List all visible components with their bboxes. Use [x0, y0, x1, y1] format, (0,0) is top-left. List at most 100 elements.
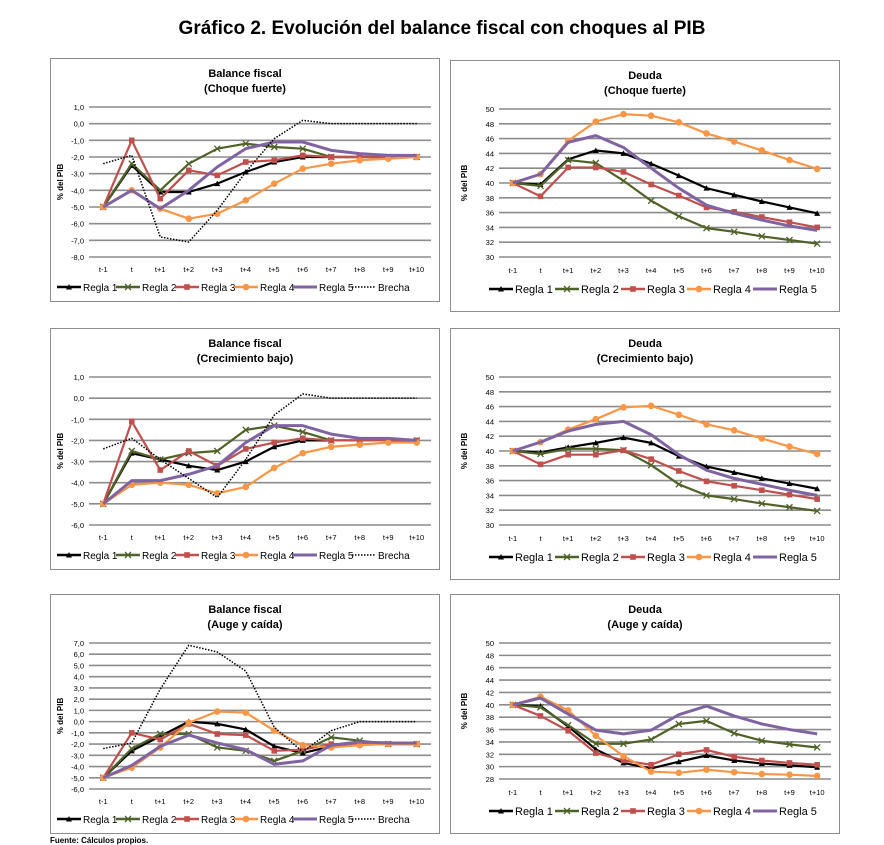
- figure-title: Gráfico 2. Evolución del balance fiscal …: [178, 18, 706, 39]
- data-point: [128, 137, 135, 144]
- y-tick-label: -1,0: [71, 415, 84, 424]
- data-point: [675, 411, 683, 419]
- y-tick-label: 4,0: [74, 673, 84, 682]
- x-tick-label: t+10: [810, 788, 825, 797]
- y-tick-label: 42: [486, 432, 494, 441]
- y-tick-label: -8,0: [71, 253, 84, 262]
- data-point: [675, 769, 683, 777]
- data-point: [813, 240, 821, 248]
- legend-marker: [242, 283, 250, 291]
- y-axis-label: % del PIB: [56, 433, 65, 470]
- legend-marker: [124, 283, 132, 291]
- data-point: [703, 224, 710, 232]
- data-point: [270, 143, 278, 151]
- data-point: [758, 147, 766, 154]
- chart-subtitle: (Auge y caída): [207, 619, 283, 631]
- data-point: [213, 489, 221, 497]
- x-tick-label: t+6: [297, 533, 308, 542]
- legend-marker: [695, 553, 703, 561]
- data-point: [786, 219, 793, 226]
- x-tick-label: t+5: [269, 533, 280, 542]
- legend-label: Regla 3: [201, 283, 236, 294]
- data-point: [242, 709, 250, 716]
- chart-balance-choque-fuerte: Balance fiscal (Choque fuerte) 1,0 0,0 -1,0 -…: [50, 58, 440, 302]
- x-tick-label: t+1: [155, 265, 166, 274]
- y-tick-label: -2,0: [71, 153, 84, 162]
- legend-item: Regla 3: [621, 552, 685, 564]
- data-point: [384, 439, 392, 446]
- legend-label: Regla 5: [319, 551, 354, 562]
- legend-item: Regla 2: [116, 283, 177, 294]
- legend-label: Brecha: [378, 283, 410, 294]
- y-tick-label: 3,0: [74, 684, 84, 693]
- legend-label: Brecha: [378, 551, 410, 562]
- series-line: [102, 441, 417, 505]
- legend-label: Regla 3: [201, 815, 236, 826]
- x-tick-label: t-1: [99, 265, 108, 274]
- series-line: [512, 158, 818, 245]
- data-point: [128, 418, 135, 425]
- legend-label: Regla 3: [647, 806, 685, 818]
- chart-balance-auge-caida: Balance fiscal (Auge y caída) 7,0 6,0 5,0 4,0…: [50, 594, 440, 834]
- x-tick-label: t: [131, 533, 134, 542]
- data-point: [703, 421, 710, 428]
- x-tick-label: t+9: [784, 534, 795, 543]
- x-tick-label: t+8: [757, 788, 768, 797]
- legend-marker: [184, 284, 190, 290]
- series-regla-3: [510, 702, 820, 768]
- y-tick-label: 36: [486, 209, 494, 218]
- legend-marker: [563, 807, 571, 815]
- y-tick-label: 40: [486, 447, 494, 456]
- y-tick-label: -5,0: [71, 203, 84, 212]
- x-tick-label: t+8: [354, 533, 365, 542]
- legend-label: Regla 1: [83, 283, 118, 294]
- y-tick-label: 38: [486, 713, 494, 722]
- data-point: [299, 165, 307, 172]
- y-tick-label: 42: [486, 164, 494, 173]
- legend-marker: [498, 286, 504, 292]
- legend-marker: [630, 808, 636, 814]
- data-point: [620, 447, 627, 454]
- legend-label: Regla 2: [142, 815, 177, 826]
- y-tick-label: -5,0: [71, 774, 84, 783]
- legend-label: Regla 1: [83, 815, 118, 826]
- data-point: [703, 185, 710, 191]
- data-point: [214, 467, 221, 473]
- legend-label: Regla 4: [260, 815, 295, 826]
- chart-title: Balance fiscal: [208, 338, 281, 350]
- chart-balance-crecimiento-bajo: Balance fiscal (Crecimiento bajo) 1,0 0,0 -1…: [50, 328, 440, 570]
- y-tick-label: 44: [486, 417, 494, 426]
- x-tick-label: t+2: [591, 266, 602, 275]
- data-point: [565, 164, 571, 171]
- x-tick-label: t+9: [784, 788, 795, 797]
- x-tick-label: t-1: [99, 533, 108, 542]
- data-point: [565, 451, 571, 458]
- x-tick-label: t+2: [183, 265, 194, 274]
- data-point: [675, 172, 682, 179]
- series-regla-3: [510, 447, 820, 502]
- data-point: [786, 771, 793, 778]
- data-point: [384, 155, 392, 162]
- y-tick-label: 6,0: [74, 650, 84, 659]
- data-point: [786, 503, 793, 511]
- data-point: [813, 744, 821, 751]
- data-point: [730, 768, 738, 776]
- data-point: [620, 752, 627, 760]
- data-point: [128, 745, 136, 753]
- y-tick-label: 0,0: [74, 718, 84, 727]
- x-tick-label: t+9: [383, 797, 394, 806]
- x-tick-label: t+3: [212, 797, 223, 806]
- data-point: [786, 156, 793, 164]
- legend-marker: [66, 284, 72, 290]
- data-point: [185, 160, 193, 168]
- y-tick-label: -3,0: [71, 458, 84, 467]
- series-line: [512, 166, 818, 229]
- chart-deuda-crecimiento-bajo: Deuda (Crecimiento bajo) 50 48 46 44 42 40 38 36 3…: [450, 328, 840, 580]
- y-tick-label: 1,0: [74, 706, 84, 715]
- data-point: [213, 447, 221, 455]
- x-tick-label: t+1: [563, 266, 574, 275]
- data-point: [157, 467, 164, 473]
- data-point: [813, 507, 821, 515]
- data-point: [731, 757, 738, 763]
- data-point: [242, 732, 249, 738]
